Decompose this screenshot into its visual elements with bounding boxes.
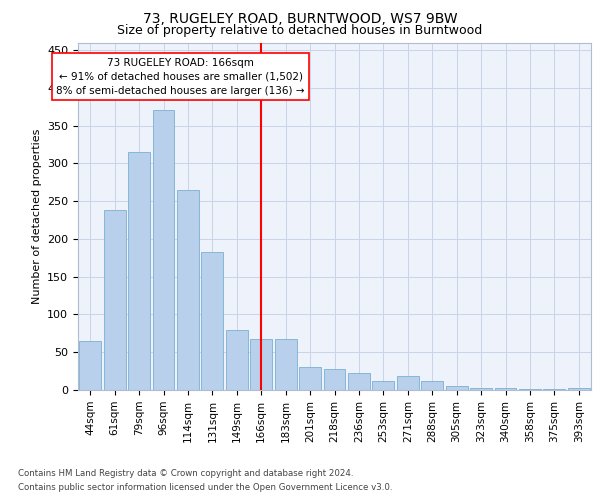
Bar	[226, 330, 248, 390]
Bar	[519, 389, 541, 390]
Y-axis label: Number of detached properties: Number of detached properties	[32, 128, 41, 304]
Bar	[446, 386, 467, 390]
Text: 73, RUGELEY ROAD, BURNTWOOD, WS7 9BW: 73, RUGELEY ROAD, BURNTWOOD, WS7 9BW	[143, 12, 457, 26]
Bar	[348, 374, 370, 390]
Text: Size of property relative to detached houses in Burntwood: Size of property relative to detached ho…	[118, 24, 482, 37]
Bar	[421, 381, 443, 390]
Bar	[470, 388, 492, 390]
Bar	[275, 338, 296, 390]
Bar	[299, 368, 321, 390]
Bar	[250, 338, 272, 390]
Text: Contains public sector information licensed under the Open Government Licence v3: Contains public sector information licen…	[18, 484, 392, 492]
Bar	[397, 376, 419, 390]
Bar	[373, 381, 394, 390]
Bar	[202, 252, 223, 390]
Bar	[104, 210, 125, 390]
Bar	[79, 341, 101, 390]
Bar	[323, 369, 346, 390]
Bar	[544, 389, 565, 390]
Bar	[177, 190, 199, 390]
Bar	[128, 152, 150, 390]
Bar	[568, 388, 590, 390]
Text: Contains HM Land Registry data © Crown copyright and database right 2024.: Contains HM Land Registry data © Crown c…	[18, 468, 353, 477]
Text: 73 RUGELEY ROAD: 166sqm
← 91% of detached houses are smaller (1,502)
8% of semi-: 73 RUGELEY ROAD: 166sqm ← 91% of detache…	[56, 58, 305, 96]
Bar	[494, 388, 517, 390]
Bar	[152, 110, 175, 390]
